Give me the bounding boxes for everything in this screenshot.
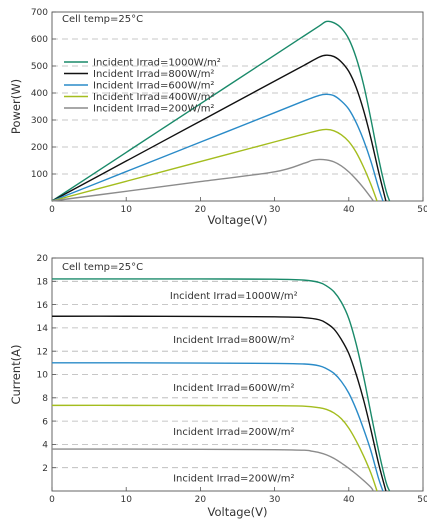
y-tick-label: 8	[42, 394, 48, 404]
cell-temp-note: Cell temp=25°C	[62, 262, 143, 273]
legend-entry: Incident Irrad=200W/m²	[93, 104, 214, 115]
x-tick-label: 10	[120, 495, 132, 505]
y-tick-label: 16	[37, 301, 49, 311]
y-tick-label: 6	[42, 417, 48, 427]
y-tick-label: 12	[37, 347, 48, 357]
legend-entry: Incident Irrad=400W/m²	[93, 92, 214, 103]
y-tick-label: 500	[31, 62, 48, 72]
x-tick-label: 30	[269, 495, 281, 505]
series-line-4	[51, 158, 374, 202]
series-line-2	[51, 362, 384, 492]
y-tick-label: 200	[31, 143, 48, 153]
legend-entry: Incident Irrad=600W/m²	[93, 81, 214, 92]
legend-entry: Incident Irrad=800W/m²	[93, 69, 214, 80]
y-tick-label: 700	[31, 8, 48, 18]
x-tick-label: 30	[269, 205, 281, 215]
series-line-3	[51, 128, 378, 202]
series-line-0	[51, 20, 391, 202]
current-voltage-chart: 0 10 20 30 40 502468101214161820Voltage(V)Cur…	[9, 254, 427, 519]
y-axis-title: Power(W)	[9, 79, 23, 134]
y-tick-label: 2	[42, 464, 48, 474]
x-tick-label: 40	[343, 205, 355, 215]
x-axis-title: Voltage(V)	[208, 213, 268, 227]
y-tick-label: 10	[37, 371, 49, 381]
legend-entry: Incident Irrad=1000W/m²	[93, 58, 221, 69]
x-tick-label: 10	[120, 205, 132, 215]
x-tick-label: 0	[49, 205, 55, 215]
series-line-3	[51, 404, 378, 492]
y-tick-label: 300	[31, 116, 48, 126]
y-tick-label: 14	[37, 324, 49, 334]
curve-label: Incident Irrad=600W/m²	[173, 383, 294, 394]
y-tick-label: 20	[37, 254, 49, 264]
series-line-1	[51, 315, 387, 492]
power-voltage-chart: 0 10 20 30 40 50 100 200 300 400 500 600 700 Voltage(…	[9, 8, 427, 227]
curve-label: Incident Irrad=200W/m²	[173, 474, 294, 485]
series-line-4	[51, 448, 374, 492]
x-tick-label: 50	[417, 205, 427, 215]
x-tick-label: 20	[195, 495, 207, 505]
series-line-1	[51, 54, 387, 202]
x-axis-title: Voltage(V)	[208, 505, 268, 519]
series-line-0	[52, 278, 391, 492]
y-tick-label: 400	[31, 89, 48, 99]
cell-temp-note: Cell temp=25°C	[62, 14, 143, 25]
x-tick-label: 50	[417, 495, 427, 505]
curve-label: Incident Irrad=200W/m²	[173, 427, 294, 438]
y-tick-label: 18	[37, 278, 49, 288]
y-axis-title: Current(A)	[9, 344, 23, 404]
curve-label: Incident Irrad=800W/m²	[173, 335, 294, 346]
series-line-2	[51, 93, 384, 202]
y-tick-label: 600	[31, 35, 48, 45]
x-tick-label: 40	[343, 495, 355, 505]
x-tick-label: 0	[49, 495, 55, 505]
y-tick-label: 4	[42, 441, 48, 451]
plot-frame	[51, 11, 424, 202]
y-tick-label: 100	[31, 170, 48, 180]
curve-label: Incident Irrad=1000W/m²	[170, 291, 298, 302]
x-tick-label: 20	[195, 205, 207, 215]
